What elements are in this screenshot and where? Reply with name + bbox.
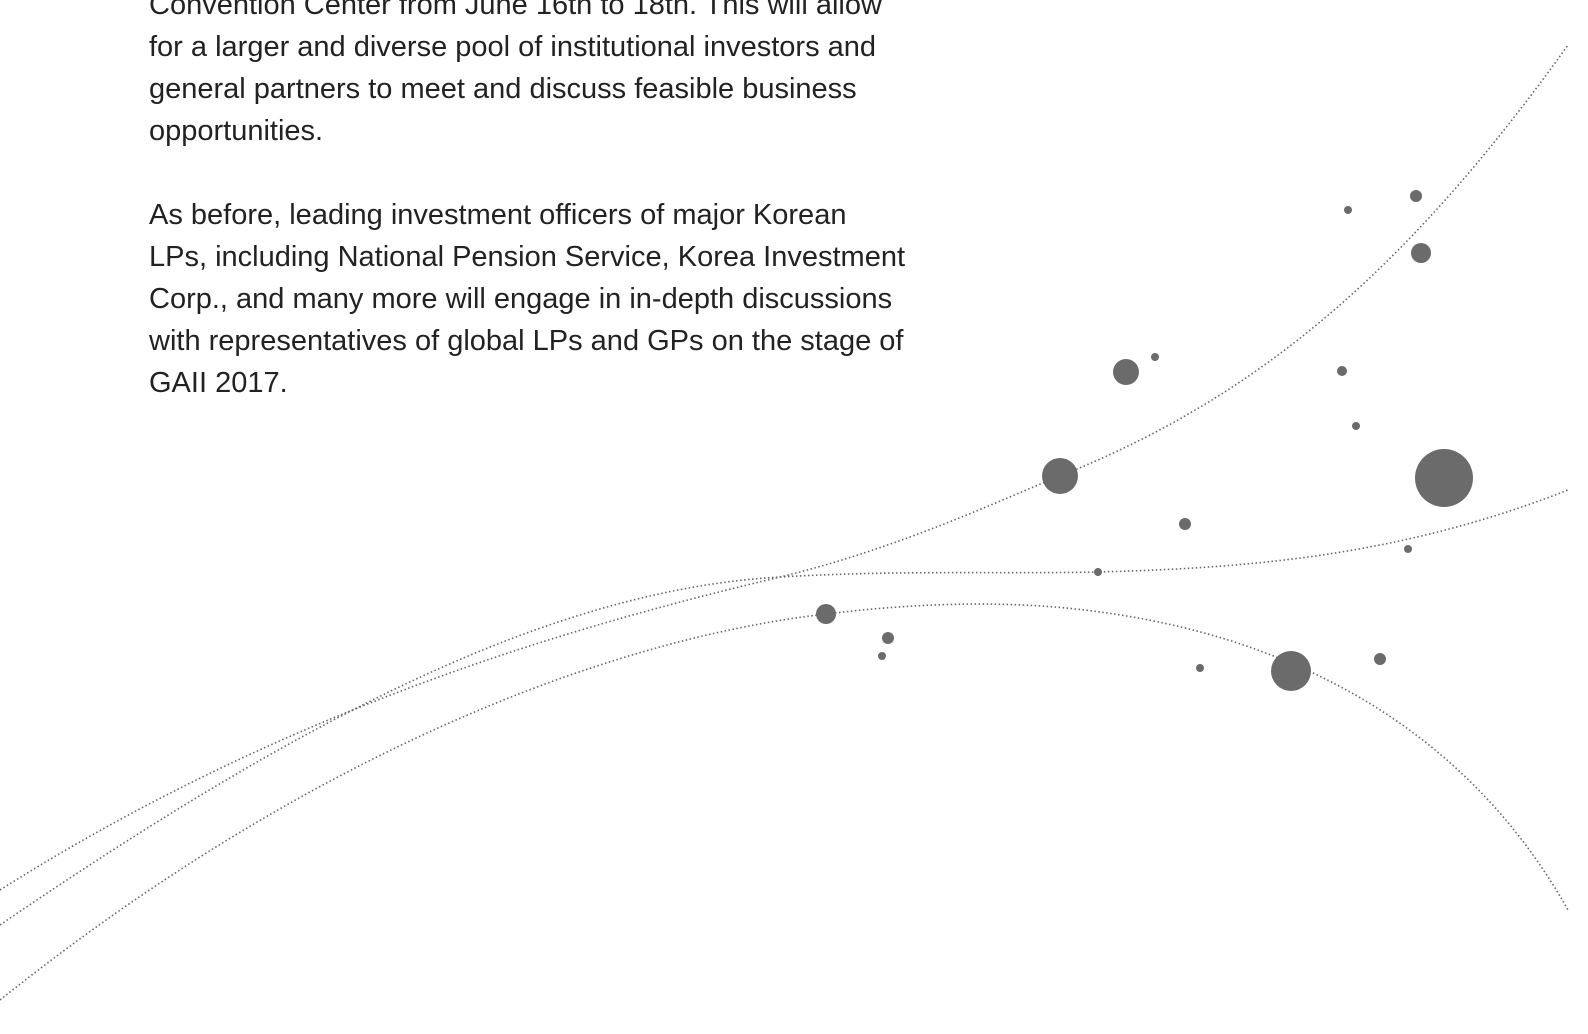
dot <box>1179 518 1191 530</box>
dot <box>1042 458 1078 494</box>
dot <box>1271 651 1311 691</box>
text-line: Convention Center from June 16th to 18th… <box>149 0 905 26</box>
page: {"paragraphs": [ {"lines": ["Convention … <box>0 0 1588 1034</box>
text-line: GAII 2017. <box>149 362 905 404</box>
text-line: general partners to meet and discuss fea… <box>149 68 905 110</box>
paragraph: As before, leading investment officers o… <box>149 194 905 404</box>
text-line: with representatives of global LPs and G… <box>149 320 905 362</box>
curve <box>0 604 1568 1000</box>
curve <box>0 490 1568 925</box>
article-text: Convention Center from June 16th to 18th… <box>149 0 905 446</box>
dot <box>1151 353 1159 361</box>
dot <box>882 632 894 644</box>
dot <box>1374 653 1386 665</box>
dot <box>1415 449 1473 507</box>
dot <box>816 604 836 624</box>
text-line: As before, leading investment officers o… <box>149 194 905 236</box>
dot <box>1196 664 1204 672</box>
text-line: for a larger and diverse pool of institu… <box>149 26 905 68</box>
dot <box>1352 422 1360 430</box>
dot <box>878 652 886 660</box>
dot <box>1411 243 1431 263</box>
dot <box>1344 206 1352 214</box>
dot <box>1410 190 1422 202</box>
dot <box>1404 545 1412 553</box>
text-line: opportunities. <box>149 110 905 152</box>
dot <box>1337 366 1347 376</box>
dot <box>1094 568 1102 576</box>
text-line: LPs, including National Pension Service,… <box>149 236 905 278</box>
dot <box>1113 359 1139 385</box>
text-line: Corp., and many more will engage in in-d… <box>149 278 905 320</box>
paragraph: Convention Center from June 16th to 18th… <box>149 0 905 152</box>
